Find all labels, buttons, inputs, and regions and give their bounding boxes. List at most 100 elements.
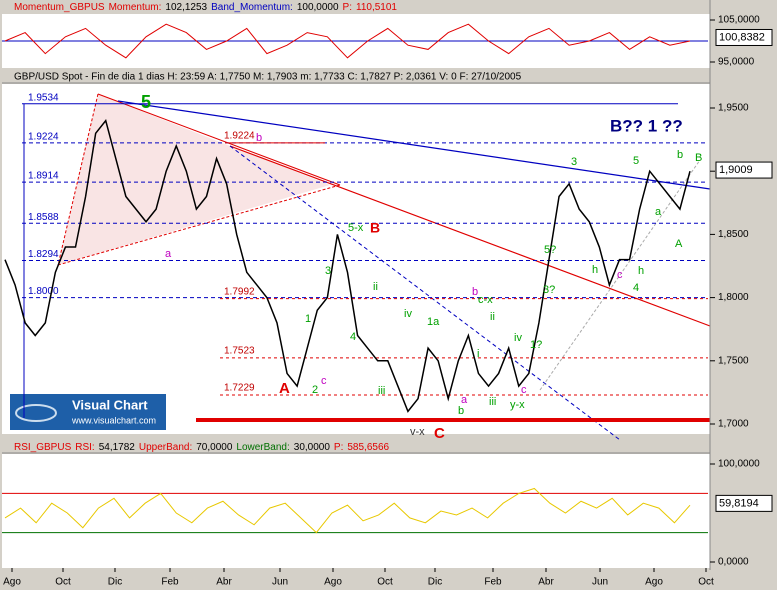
y-tick-label: 1,7000	[718, 419, 749, 430]
logo-title: Visual Chart	[72, 397, 148, 412]
wave-label: 5-x	[348, 222, 364, 234]
header-part: P:	[334, 442, 343, 453]
trendline	[57, 184, 341, 266]
wave-label: 5	[141, 92, 151, 112]
level-label: 1.8000	[28, 286, 59, 297]
wave-label: 1a	[427, 316, 440, 328]
level-label: 1.8914	[28, 171, 59, 182]
x-tick-label: Abr	[538, 577, 554, 588]
wave-label: c	[521, 384, 527, 396]
triangle	[58, 94, 330, 265]
wave-label: c-x	[478, 294, 493, 306]
wave-label: 5	[633, 155, 639, 167]
logo-url: www.visualchart.com	[71, 415, 156, 425]
rsi-panel	[2, 454, 710, 568]
series-line	[4, 119, 691, 413]
wave-label: a	[655, 206, 662, 218]
logo-box	[10, 394, 166, 430]
header-part: P:	[343, 2, 352, 13]
last-value-label: 1,9009	[719, 164, 753, 176]
header-part: 102,1253	[165, 2, 207, 13]
logo-icon	[15, 404, 57, 422]
wave-label: 2	[312, 384, 318, 396]
wave-label: a	[165, 248, 172, 260]
header-part: RSI_GBPUS	[14, 442, 72, 453]
wave-label: h	[638, 265, 644, 277]
red-level-label: 1.7229	[224, 383, 255, 394]
header-part: RSI:	[75, 442, 94, 453]
header-part: Band_Momentum:	[211, 2, 293, 13]
wave-label: iv	[404, 308, 412, 320]
wave-label: h	[592, 264, 598, 276]
last-value-box	[715, 28, 773, 46]
header-part: 110,5101	[356, 2, 397, 13]
price-header: GBP/USD Spot - Fin de dia 1 dias H: 23:5…	[14, 72, 522, 83]
header-part: 30,0000	[294, 442, 331, 453]
x-tick-label: Abr	[216, 577, 232, 588]
y-tick-label: 1,8500	[718, 229, 749, 240]
wave-label: B	[695, 152, 702, 164]
wave-label: iii	[489, 396, 496, 408]
x-tick-label: Jun	[272, 577, 288, 588]
wave-label: A	[279, 380, 290, 397]
wave-label: y-x	[510, 399, 525, 411]
wave-label: c	[617, 269, 623, 281]
wave-label: 3	[325, 265, 331, 277]
wave-label: ii	[373, 281, 378, 293]
trendline	[97, 93, 341, 186]
header-part: LowerBand:	[236, 442, 289, 453]
y-tick-label: 95,0000	[718, 57, 755, 68]
trendline	[229, 145, 711, 327]
y-tick-label: 1,7500	[718, 355, 749, 366]
x-tick-label: Dic	[108, 577, 122, 588]
y-tick-label: 100,0000	[718, 459, 760, 470]
wave-label: v-x	[410, 426, 425, 438]
x-tick-label: Ago	[324, 577, 342, 588]
wave-label: 4	[633, 282, 639, 294]
trendline	[117, 100, 711, 190]
wave-label: b	[677, 149, 683, 161]
wave-label: 3?	[543, 284, 555, 296]
wave-label: iv	[514, 332, 522, 344]
series-line	[4, 23, 691, 59]
wave-label: A	[675, 238, 683, 250]
series-line	[4, 487, 691, 534]
y-tick-label: 1,8000	[718, 292, 749, 303]
trendline	[57, 93, 99, 266]
wave-label: i	[477, 348, 479, 360]
level-label: 1.9534	[28, 92, 59, 103]
x-tick-label: Dic	[428, 577, 442, 588]
panel-header: RSI_GBPUS RSI: 54,1782 UpperBand: 70,0000 Low…	[14, 442, 390, 453]
trendline	[539, 159, 701, 391]
x-tick-label: Ago	[645, 577, 663, 588]
red-level-label: 1.7992	[224, 286, 255, 297]
wave-label: C	[434, 425, 445, 442]
panel-header: Momentum_GBPUS Momentum: 102,1253 Band_Mome…	[14, 2, 397, 13]
y-tick-label: 0,0000	[718, 557, 749, 568]
y-tick-label: 1,9500	[718, 103, 749, 114]
red-level-label: 1.9224	[224, 131, 255, 142]
level-label: 1.8294	[28, 249, 59, 260]
wave-label: B	[370, 220, 380, 236]
wave-label: 4	[350, 331, 356, 343]
x-tick-label: Ago	[3, 577, 21, 588]
x-tick-label: Oct	[55, 577, 71, 588]
y-tick-label: 105,0000	[718, 15, 760, 26]
wave-label: B?? 1 ??	[610, 116, 683, 135]
wave-label: a	[461, 394, 468, 406]
header-part: 70,0000	[196, 442, 233, 453]
wave-label: iii	[378, 385, 385, 397]
x-tick-label: Oct	[377, 577, 393, 588]
x-tick-label: Jun	[592, 577, 608, 588]
wave-label: b	[472, 286, 478, 298]
wave-label: 3	[571, 156, 577, 168]
header-part: 54,1782	[99, 442, 136, 453]
x-tick-label: Oct	[698, 577, 714, 588]
level-label: 1.8588	[28, 212, 59, 223]
red-level-label: 1.7523	[224, 346, 255, 357]
wave-label: ii	[490, 311, 495, 323]
level-label: 1.9224	[28, 132, 59, 143]
header-part: Momentum:	[109, 2, 162, 13]
header-part: 585,6566	[347, 442, 389, 453]
